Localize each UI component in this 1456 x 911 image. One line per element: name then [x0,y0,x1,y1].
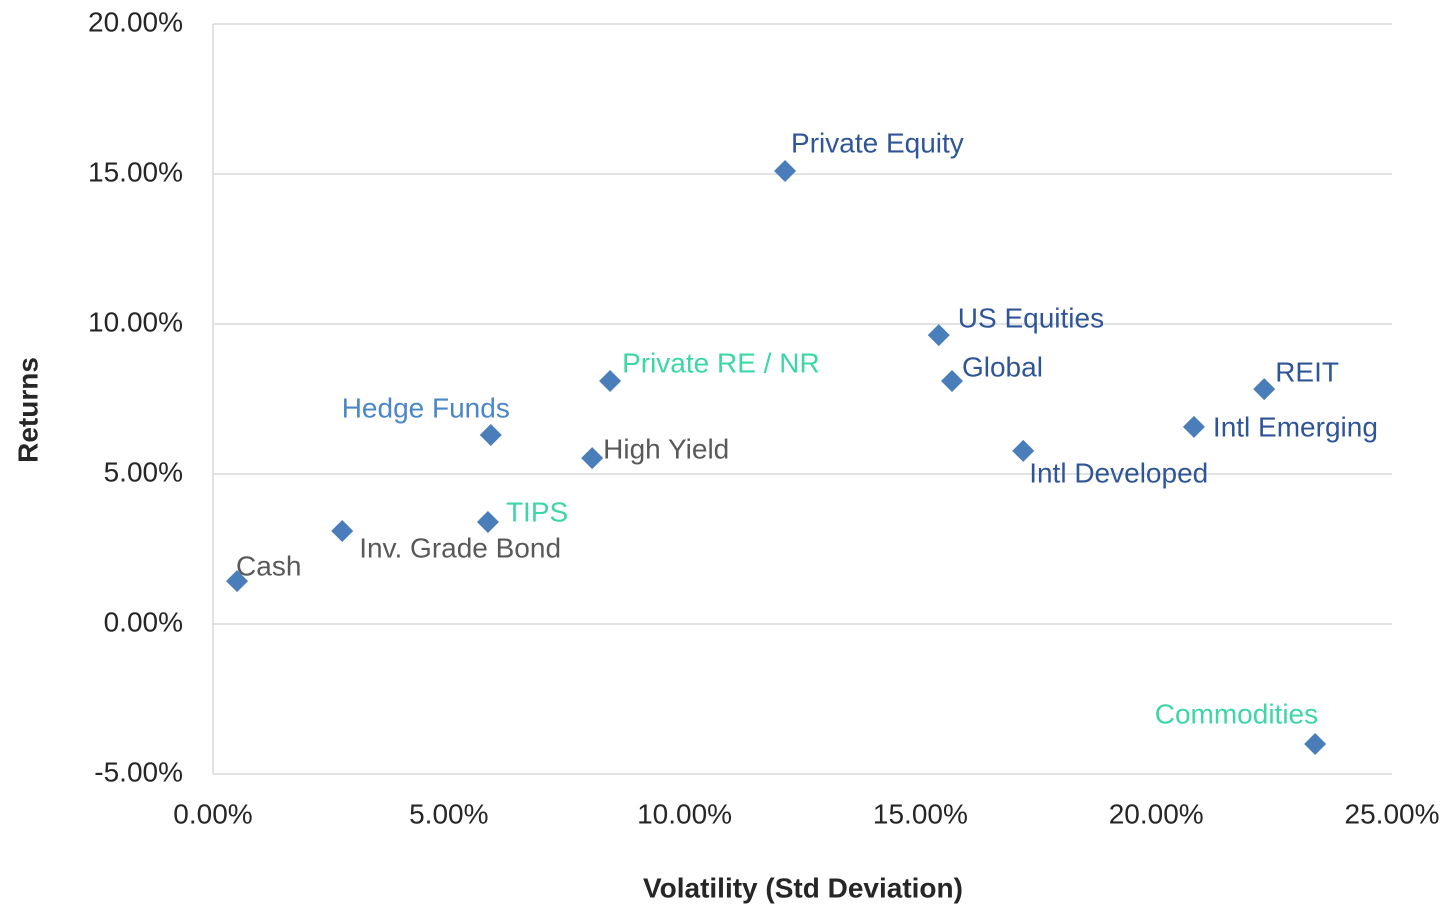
y-tick-label: 20.00% [88,6,183,37]
point [1253,378,1276,401]
y-tick-label: 15.00% [88,156,183,187]
point-label: US Equities [958,302,1104,333]
point-label: High Yield [603,433,729,464]
y-axis-title: Returns [12,357,43,463]
x-tick-label: 10.00% [637,798,732,829]
point [331,520,354,542]
point [581,447,604,470]
y-tick-label: -5.00% [94,756,183,787]
point [1182,415,1205,438]
x-tick-label: 5.00% [409,798,488,829]
x-tick-label: 20.00% [1109,798,1204,829]
point-label: Cash [236,550,301,581]
point-label: REIT [1275,356,1339,387]
point [599,370,622,392]
point [774,160,797,182]
x-tick-label: 25.00% [1345,798,1440,829]
point [927,324,950,347]
point-label: Private Equity [791,127,964,158]
point [940,370,963,392]
point [1304,733,1327,755]
x-tick-label: 0.00% [173,798,252,829]
y-tick-label: 5.00% [104,456,183,487]
point-label: Inv. Grade Bond [359,532,561,563]
point-label: Intl Developed [1029,457,1208,488]
x-axis-title: Volatility (Std Deviation) [643,872,963,903]
point-label: Commodities [1155,698,1318,729]
x-tick-label: 15.00% [873,798,968,829]
y-tick-label: 0.00% [104,606,183,637]
point-label: TIPS [506,496,568,527]
point [1012,439,1035,462]
point [479,424,502,446]
y-tick-label: 10.00% [88,306,183,337]
point-label: Private RE / NR [622,347,820,378]
point-label: Global [962,351,1043,382]
point [476,511,499,533]
point [226,570,249,593]
point-label: Intl Emerging [1213,411,1378,442]
point-label: Hedge Funds [342,392,510,423]
